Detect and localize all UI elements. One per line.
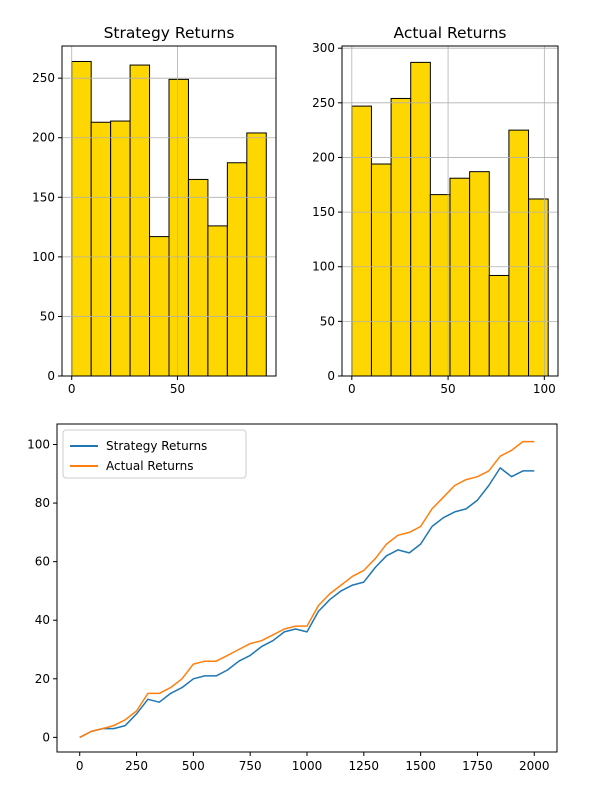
y-tick-label: 0 (42, 730, 50, 744)
histogram-bar (90, 121, 112, 377)
x-tick-label: 1000 (292, 759, 323, 773)
x-tick-label: 250 (125, 759, 148, 773)
x-tick-label: 500 (182, 759, 205, 773)
y-tick-label: 250 (312, 96, 335, 110)
x-tick-label: 750 (239, 759, 262, 773)
histogram-bar (390, 97, 412, 377)
histogram-bar (508, 129, 530, 377)
y-tick-label: 0 (327, 369, 335, 383)
series-line-strategy-returns (79, 467, 535, 739)
x-tick-label: 1750 (462, 759, 493, 773)
histogram-bar (71, 60, 92, 377)
x-tick-label: 0 (76, 759, 84, 773)
histogram-bar (351, 105, 372, 377)
series-line-actual-returns (79, 440, 535, 739)
x-tick-label: 0 (68, 382, 76, 396)
histogram-bar (469, 171, 490, 377)
histogram-bar (429, 194, 451, 377)
y-tick-label: 80 (35, 496, 50, 510)
actual-returns-histogram: 0 50 100 0 50 100 150 200 250 300 Actual Returns (312, 24, 559, 396)
y-tick-label: 100 (27, 438, 50, 452)
strategy-returns-histogram: 0 50 0 50 100 150 200 250 Strategy Returns (32, 24, 277, 396)
y-tick-label: 200 (312, 150, 335, 164)
legend-label: Strategy Returns (106, 439, 207, 453)
y-tick-label: 300 (312, 41, 335, 55)
plot-area (57, 424, 557, 752)
cumulative-returns-line-chart: 0 250 500 750 1000 1250 1500 1750 2000 0 20 40 60 80 1… (27, 423, 558, 773)
histogram-bar (207, 225, 228, 377)
axes-frame (61, 45, 277, 377)
histogram-bar (168, 78, 189, 377)
y-tick-label: 0 (47, 369, 55, 383)
y-tick-label: 60 (35, 555, 50, 569)
y-tick-label: 100 (32, 250, 55, 264)
x-tick-label: 50 (170, 382, 185, 396)
histogram-bar (370, 163, 392, 377)
histogram-bar (149, 236, 170, 377)
histogram-bar (110, 120, 131, 377)
x-tick-label: 2000 (519, 759, 550, 773)
x-tick-label: 100 (533, 382, 556, 396)
chart-title: Actual Returns (394, 24, 507, 42)
histogram-bar (410, 61, 431, 377)
y-tick-label: 40 (35, 613, 50, 627)
x-tick-label: 50 (440, 382, 455, 396)
y-tick-label: 200 (32, 131, 55, 145)
x-tick-label: 1250 (349, 759, 380, 773)
y-tick-label: 100 (312, 260, 335, 274)
y-tick-label: 250 (32, 71, 55, 85)
x-tick-label: 1500 (405, 759, 436, 773)
histogram-bar (129, 64, 151, 377)
chart-title: Strategy Returns (104, 24, 235, 42)
histogram-bar (528, 198, 549, 377)
y-tick-label: 20 (35, 672, 50, 686)
legend-box (62, 429, 247, 479)
histogram-bar (226, 162, 248, 377)
histogram-bar (488, 274, 510, 377)
legend: Strategy Returns Actual Returns (62, 429, 247, 479)
histogram-bar (449, 177, 471, 377)
histogram-bar (246, 132, 267, 377)
x-tick-label: 0 (348, 382, 356, 396)
y-tick-label: 150 (312, 205, 335, 219)
histogram-bar (187, 178, 209, 377)
y-tick-label: 150 (32, 190, 55, 204)
axes-frame (341, 45, 559, 377)
y-tick-label: 50 (320, 314, 335, 328)
legend-label: Actual Returns (106, 459, 193, 473)
y-tick-label: 50 (40, 309, 55, 323)
